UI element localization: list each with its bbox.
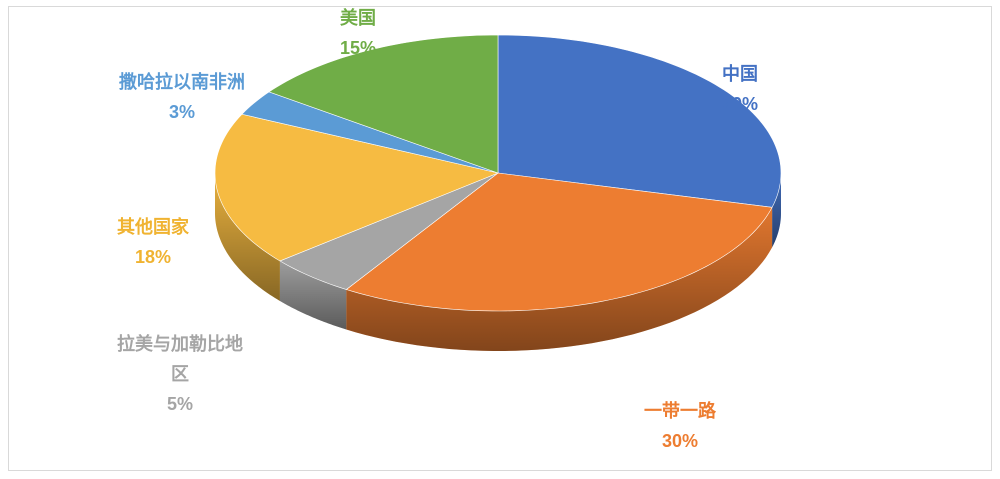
data-label-name-撒哈拉以南非洲: 撒哈拉以南非洲 [119,71,245,92]
slice-美国 [268,34,499,174]
data-label-pct-中国: 29% [722,94,758,114]
slice-中国 [497,34,782,208]
data-label-name-拉美与加勒比地区: 区 [171,364,189,384]
data-label-pct-撒哈拉以南非洲: 3% [169,102,195,122]
slice-side-shade-中国 [772,173,781,248]
data-label-pct-美国: 15% [340,38,376,58]
pie-slices [214,34,782,312]
slice-一带一路 [345,172,773,312]
slice-side-shade-其他国家 [215,173,280,301]
slice-side-shade-一带一路 [346,207,773,351]
slice-side-shade-拉美与加勒比地区 [279,260,347,330]
data-label-name-拉美与加勒比地区: 拉美与加勒比地 [117,333,243,354]
pie-sides [215,173,781,351]
data-label-pct-一带一路: 30% [662,431,698,451]
data-label-name-其他国家: 其他国家 [117,216,190,237]
data-label-pct-其他国家: 18% [135,247,171,267]
data-label-name-中国: 中国 [722,63,758,84]
slice-撒哈拉以南非洲 [241,91,499,174]
data-label-name-美国: 美国 [340,7,376,28]
slice-拉美与加勒比地区 [279,172,499,290]
slice-其他国家 [214,113,499,262]
data-label-name-一带一路: 一带一路 [644,400,717,421]
data-label-pct-拉美与加勒比地区: 5% [167,394,193,414]
